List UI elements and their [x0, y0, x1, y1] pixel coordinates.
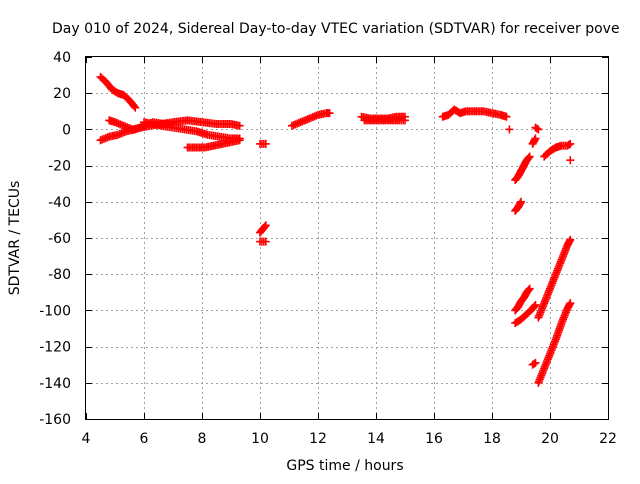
- data-point: [564, 140, 573, 149]
- data-point: [260, 222, 269, 231]
- data-point: [530, 359, 539, 368]
- axis-ticks: 4 6 8 10 12 14 16 18 20 22 -160 -140 -120 -100 -80 -60 -…: [39, 50, 617, 447]
- data-point: [566, 139, 575, 148]
- data-point: [325, 109, 334, 118]
- data-point: [531, 358, 540, 367]
- data-point: [534, 125, 543, 134]
- data-point: [235, 136, 244, 145]
- x-tick-label: 16: [425, 431, 443, 447]
- data-point: [566, 235, 575, 244]
- data-point: [502, 112, 511, 121]
- data-point: [566, 156, 575, 165]
- data-point: [531, 300, 540, 309]
- y-tick-label: -60: [48, 231, 71, 247]
- x-axis-label: GPS time / hours: [286, 458, 403, 474]
- y-tick-label: -40: [48, 195, 71, 211]
- x-tick-label: 8: [198, 431, 207, 447]
- y-tick-label: -140: [39, 376, 71, 392]
- y-tick-label: 40: [53, 50, 71, 66]
- y-tick-label: -20: [48, 159, 71, 175]
- y-tick-label: -160: [39, 412, 71, 428]
- data-point: [401, 116, 409, 125]
- x-tick-label: 4: [82, 431, 91, 447]
- data-point: [517, 197, 525, 206]
- data-point: [235, 121, 244, 130]
- data-point: [530, 302, 539, 311]
- data-point: [505, 125, 514, 134]
- y-tick-label: -100: [39, 303, 71, 319]
- data-point: [130, 102, 139, 111]
- data-point: [566, 299, 575, 308]
- data-point: [131, 103, 140, 112]
- data-point: [525, 284, 534, 293]
- x-tick-label: 6: [140, 431, 149, 447]
- data-point: [261, 221, 270, 230]
- y-tick-label: 0: [62, 122, 71, 138]
- data-point: [524, 153, 533, 162]
- plot-frame: [85, 56, 609, 420]
- data-point: [524, 285, 533, 294]
- x-tick-label: 14: [367, 431, 385, 447]
- data-point: [525, 152, 534, 161]
- y-tick-label: 20: [53, 86, 71, 102]
- data-point: [261, 139, 270, 148]
- data-points: [96, 72, 575, 387]
- chart-title: Day 010 of 2024, Sidereal Day-to-day VTE…: [52, 21, 620, 37]
- x-tick-label: 12: [309, 431, 327, 447]
- x-tick-label: 22: [599, 431, 617, 447]
- y-tick-label: -80: [48, 267, 71, 283]
- x-tick-label: 10: [251, 431, 269, 447]
- y-tick-label: -120: [39, 340, 71, 356]
- y-axis-label: SDTVAR / TECUs: [7, 181, 23, 296]
- data-point: [532, 124, 541, 133]
- data-point: [261, 237, 270, 246]
- x-tick-label: 20: [541, 431, 559, 447]
- data-point: [531, 134, 540, 143]
- x-tick-label: 18: [483, 431, 501, 447]
